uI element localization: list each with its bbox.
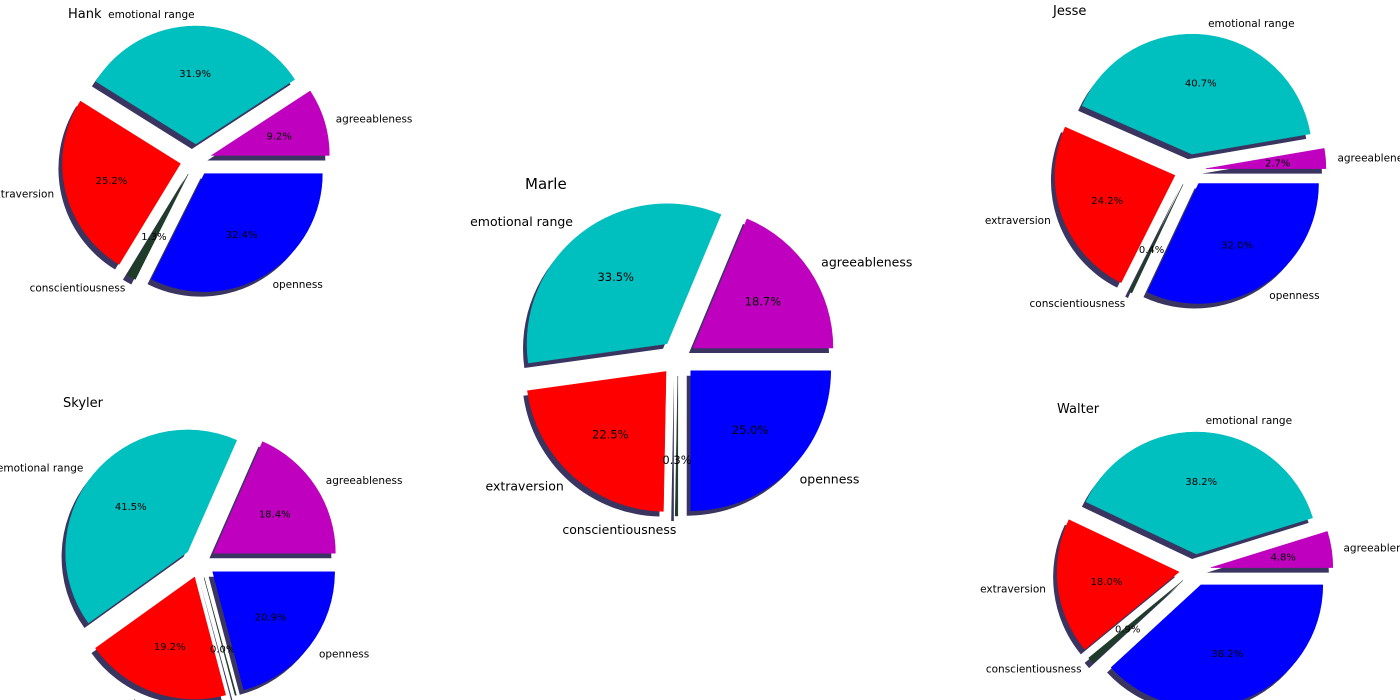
slice-value-conscientiousness: 0.9% bbox=[1115, 625, 1140, 636]
slice-label-emotional-range: emotional range bbox=[470, 214, 573, 229]
slice-value-agreeableness: 2.7% bbox=[1265, 159, 1290, 170]
slice-value-emotional-range: 41.5% bbox=[115, 502, 147, 513]
slice-label-openness: openness bbox=[1269, 290, 1319, 302]
pie-chart-jesse: Jesse agreeableness 2.7% emotional range 40.… bbox=[985, 4, 1400, 310]
slice-value-conscientiousness: 0.4% bbox=[1139, 245, 1164, 256]
slice-value-conscientiousness: 0.0% bbox=[210, 644, 235, 655]
chart-title: Marle bbox=[525, 175, 567, 193]
slice-value-emotional-range: 38.2% bbox=[1185, 477, 1217, 488]
slice-value-extraversion: 19.2% bbox=[154, 642, 186, 653]
slice-label-agreeableness: agreeableness bbox=[326, 475, 403, 487]
slice-value-emotional-range: 40.7% bbox=[1185, 79, 1217, 90]
pie-chart-hank: Hank agreeableness 9.2% emotional range 31.9… bbox=[0, 7, 412, 297]
slice-value-conscientiousness: 0.3% bbox=[662, 453, 691, 467]
slice-label-agreeableness: agreeableness bbox=[1343, 542, 1400, 554]
slice-label-conscientiousness: conscientiousness bbox=[562, 522, 676, 537]
slice-label-conscientiousness: conscientiousness bbox=[1030, 298, 1126, 310]
slice-label-extraversion: extraversion bbox=[0, 189, 54, 201]
slice-label-openness: openness bbox=[800, 472, 860, 487]
slice-label-extraversion: extraversion bbox=[980, 583, 1046, 595]
slice-value-agreeableness: 18.7% bbox=[745, 294, 782, 308]
slice-label-emotional-range: emotional range bbox=[1206, 415, 1292, 427]
slice-emotional-range bbox=[66, 430, 237, 623]
slice-value-emotional-range: 33.5% bbox=[597, 270, 634, 284]
slice-label-openness: openness bbox=[319, 649, 369, 661]
slice-value-extraversion: 24.2% bbox=[1091, 196, 1123, 207]
slice-agreeableness bbox=[693, 219, 833, 348]
pie-chart-walter: Walter agreeableness 4.8% emotional range 38… bbox=[980, 402, 1400, 700]
slice-value-extraversion: 22.5% bbox=[592, 427, 629, 441]
slice-label-emotional-range: emotional range bbox=[0, 462, 83, 474]
pie-chart-skyler: Skyler agreeableness 18.4% emotional range 4… bbox=[0, 396, 402, 700]
slice-value-extraversion: 25.2% bbox=[96, 176, 128, 187]
slice-value-extraversion: 18.0% bbox=[1091, 577, 1123, 588]
slice-value-agreeableness: 18.4% bbox=[259, 509, 291, 520]
slice-openness bbox=[691, 371, 831, 511]
slice-label-agreeableness: agreeableness bbox=[1337, 152, 1400, 164]
chart-title: Skyler bbox=[63, 396, 104, 411]
slice-conscientiousness bbox=[675, 376, 678, 516]
slice-openness bbox=[213, 572, 335, 690]
slice-value-openness: 25.0% bbox=[732, 423, 769, 437]
chart-title: Hank bbox=[68, 7, 102, 22]
slice-label-agreeableness: agreeableness bbox=[821, 255, 912, 270]
slice-shadow bbox=[671, 381, 674, 521]
slice-emotional-range bbox=[1082, 34, 1310, 154]
chart-title: Walter bbox=[1057, 402, 1100, 417]
slice-label-conscientiousness: conscientiousness bbox=[986, 664, 1082, 676]
slice-emotional-range bbox=[1086, 432, 1313, 554]
pie-chart-marle: Marle agreeableness 18.7% emotional range 33… bbox=[470, 175, 912, 537]
slice-value-openness: 32.0% bbox=[1221, 240, 1253, 251]
slice-value-conscientiousness: 1.3% bbox=[141, 232, 166, 243]
slice-agreeableness bbox=[213, 442, 335, 554]
slice-label-extraversion: extraversion bbox=[485, 479, 563, 494]
slice-value-openness: 38.2% bbox=[1212, 649, 1244, 660]
slice-label-emotional-range: emotional range bbox=[108, 9, 194, 21]
slice-value-agreeableness: 9.2% bbox=[266, 131, 291, 142]
slice-label-agreeableness: agreeableness bbox=[336, 113, 413, 125]
slice-label-emotional-range: emotional range bbox=[1208, 18, 1294, 30]
chart-title: Jesse bbox=[1052, 4, 1086, 19]
slice-label-openness: openness bbox=[273, 279, 323, 291]
slice-value-openness: 32.4% bbox=[226, 230, 258, 241]
slice-value-openness: 20.9% bbox=[255, 612, 287, 623]
slice-label-conscientiousness: conscientiousness bbox=[30, 283, 126, 295]
slice-value-emotional-range: 31.9% bbox=[179, 69, 211, 80]
slice-label-extraversion: extraversion bbox=[985, 215, 1051, 227]
slice-value-agreeableness: 4.8% bbox=[1270, 553, 1295, 564]
